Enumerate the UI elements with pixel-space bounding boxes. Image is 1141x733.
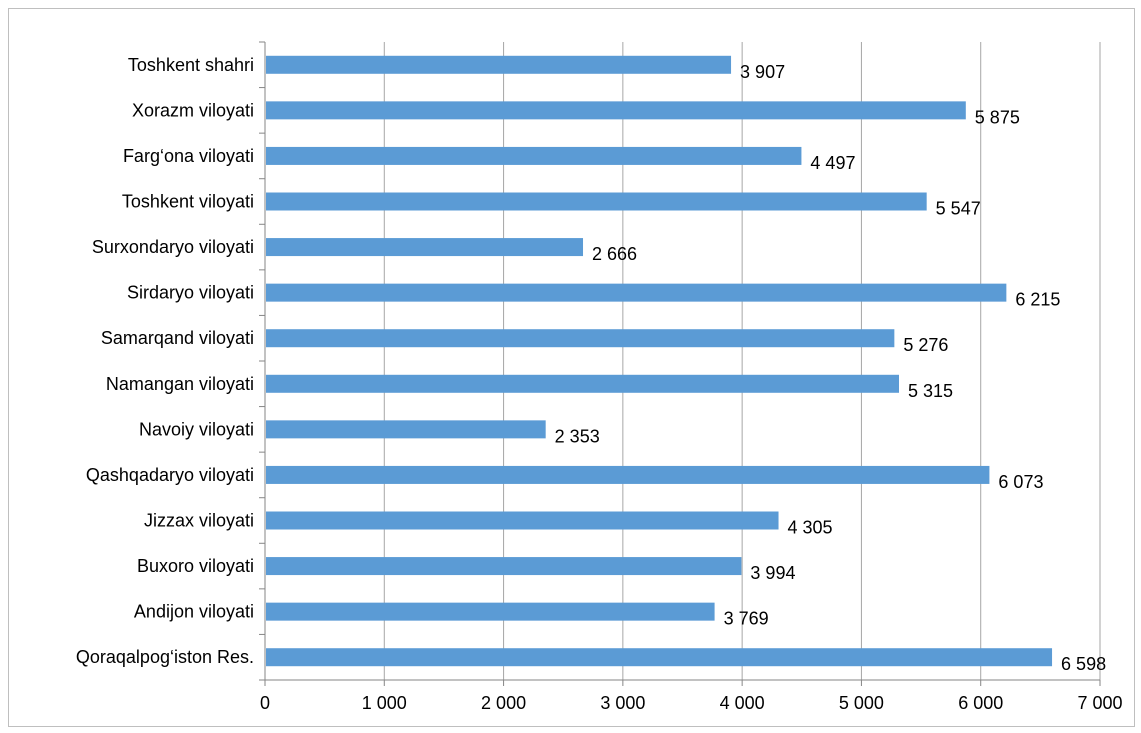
category-label: Navoiy viloyati: [139, 419, 254, 439]
data-label: 4 305: [788, 518, 833, 538]
data-label: 3 994: [750, 563, 795, 583]
bar: [266, 55, 732, 74]
category-label: Qoraqalpog‘iston Res.: [76, 647, 254, 667]
x-tick-label: 0: [260, 693, 270, 713]
category-label: Farg‘ona viloyati: [123, 146, 254, 166]
bar: [266, 420, 546, 439]
data-label: 6 073: [998, 472, 1043, 492]
gridlines: [383, 42, 1101, 680]
bars: [266, 55, 1053, 667]
data-label: 3 907: [740, 62, 785, 82]
bar: [266, 146, 802, 165]
data-label: 5 547: [936, 199, 981, 219]
data-label: 6 598: [1061, 654, 1106, 674]
bar: [266, 557, 742, 576]
x-tick-label: 7 000: [1077, 693, 1122, 713]
bar: [266, 374, 900, 393]
bar: [266, 238, 584, 257]
data-label: 3 769: [724, 609, 769, 629]
x-tick-label: 5 000: [839, 693, 884, 713]
category-label: Namangan viloyati: [106, 374, 254, 394]
x-tick-label: 3 000: [600, 693, 645, 713]
bar: [266, 283, 1007, 302]
data-label: 5 315: [908, 381, 953, 401]
data-label: 5 875: [975, 107, 1020, 127]
axes: [259, 41, 1101, 686]
category-label: Toshkent viloyati: [122, 192, 254, 212]
x-tick-label: 1 000: [362, 693, 407, 713]
bar: [266, 602, 715, 621]
labels: 0 1 000 2 000 3 000 4 000 5 000 6 000 7 000 Tosh…: [76, 55, 1123, 713]
bar: [266, 465, 990, 484]
x-tick-label: 6 000: [958, 693, 1003, 713]
category-label: Sirdaryo viloyati: [127, 283, 254, 303]
bar: [266, 101, 966, 120]
data-label: 6 215: [1015, 290, 1060, 310]
bar: [266, 511, 779, 530]
bar: [266, 192, 927, 211]
x-tick-label: 2 000: [481, 693, 526, 713]
category-label: Jizzax viloyati: [144, 511, 254, 531]
category-label: Qashqadaryo viloyati: [86, 465, 254, 485]
data-label: 5 276: [903, 335, 948, 355]
data-label: 2 353: [555, 426, 600, 446]
category-label: Andijon viloyati: [134, 602, 254, 622]
data-label: 4 497: [810, 153, 855, 173]
bar: [266, 648, 1053, 667]
x-tick-label: 4 000: [720, 693, 765, 713]
category-label: Toshkent shahri: [128, 55, 254, 75]
category-label: Xorazm viloyati: [132, 100, 254, 120]
category-label: Buxoro viloyati: [137, 556, 254, 576]
bar: [266, 329, 895, 348]
category-label: Samarqand viloyati: [101, 328, 254, 348]
data-label: 2 666: [592, 244, 637, 264]
category-label: Surxondaryo viloyati: [92, 237, 254, 257]
